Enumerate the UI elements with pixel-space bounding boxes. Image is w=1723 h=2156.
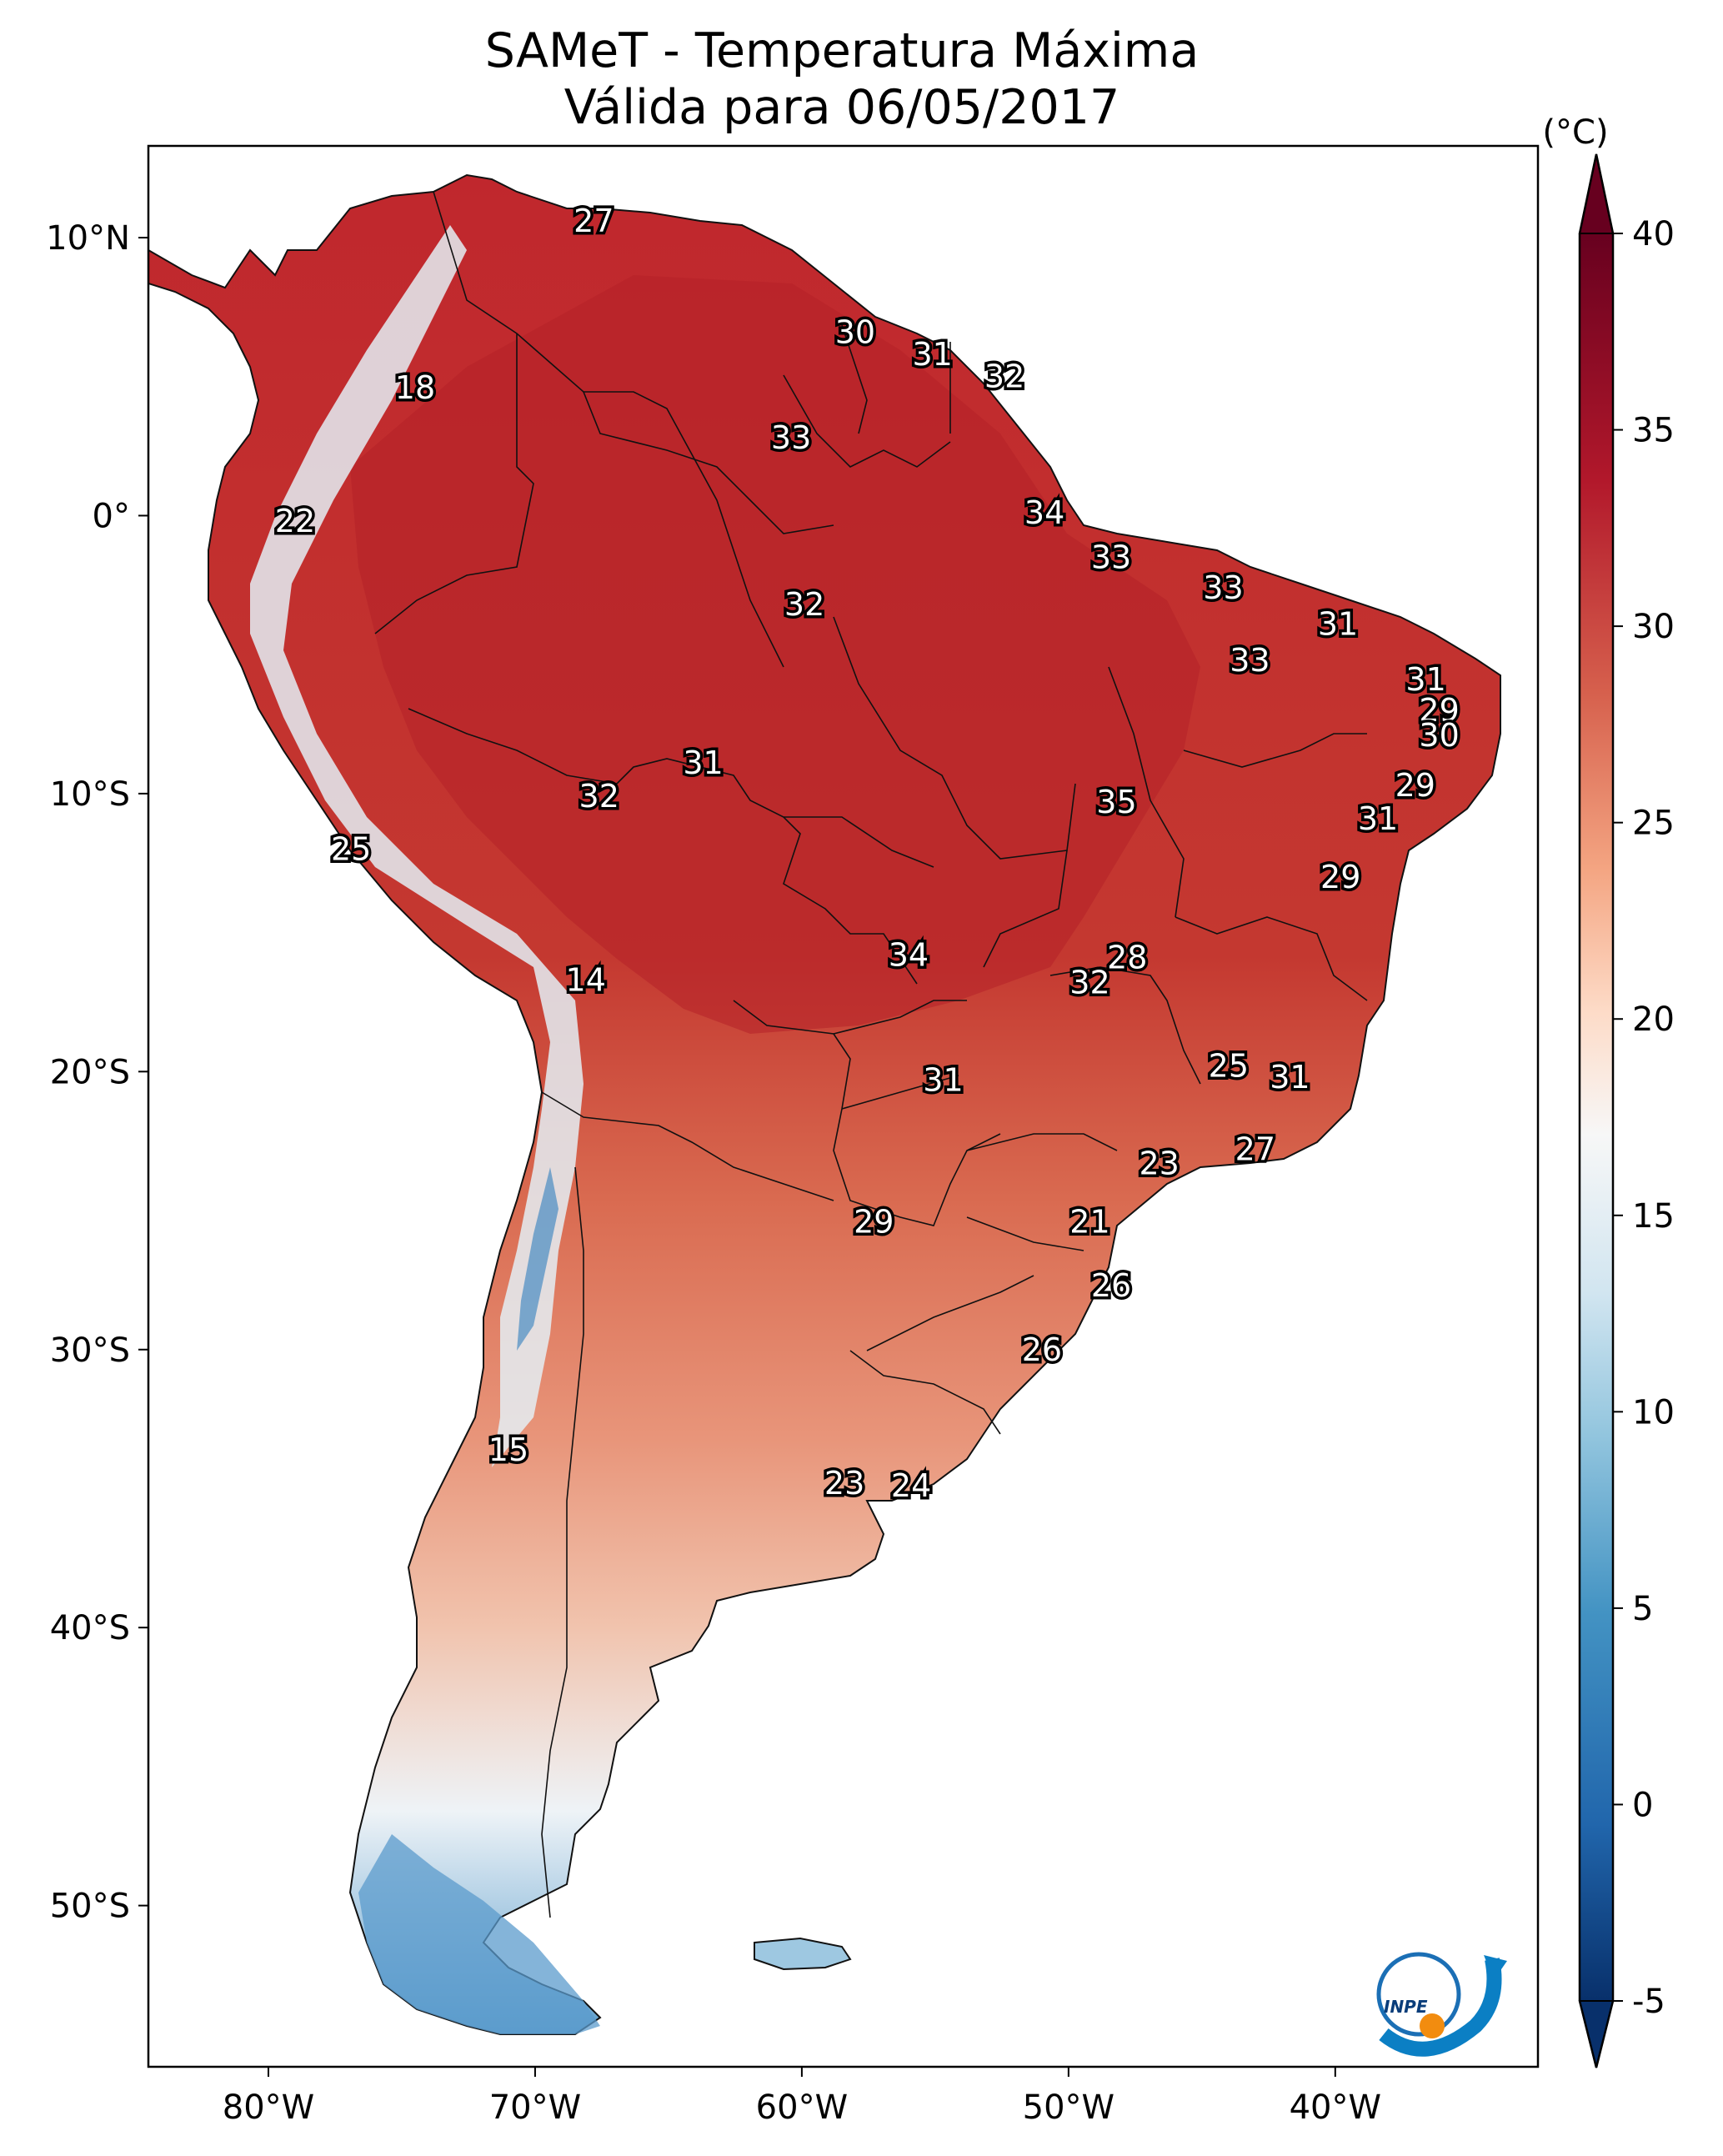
x-axis-ticks: 80°W 70°W 60°W 50°W 40°W	[223, 2067, 1381, 2127]
temperature-value-label: 28	[1107, 940, 1147, 976]
temperature-value-label: 26	[1022, 1331, 1062, 1368]
country-borders	[374, 191, 1368, 1918]
x-tick-label: 60°W	[756, 2088, 848, 2127]
temperature-value-label: 25	[1209, 1048, 1249, 1085]
colorbar-extend-top	[1578, 153, 1615, 234]
temperature-value-label: 29	[1419, 692, 1459, 729]
temperature-value-label: 23	[1139, 1145, 1179, 1181]
map-land	[148, 173, 1501, 2035]
colorbar-body	[1580, 233, 1613, 2001]
patagonia-cold-region	[358, 1834, 600, 2034]
colorbar-tick-label: 5	[1632, 1590, 1653, 1628]
temperature-value-label: 31	[1318, 605, 1358, 642]
y-tick-label: 30°S	[50, 1331, 130, 1370]
andes-peak-band	[517, 1167, 558, 1351]
x-tick-label: 50°W	[1023, 2088, 1114, 2127]
colorbar-ticks: 40 35 30 25 20 15 10 5 0 -5	[1613, 215, 1675, 2021]
x-tick-label: 40°W	[1290, 2088, 1381, 2127]
logo-ring-icon	[1376, 1952, 1461, 2037]
colorbar-tick-label: 25	[1632, 805, 1675, 843]
temperature-value-label: 29	[1320, 859, 1360, 895]
temperature-value-label: 22	[275, 503, 315, 539]
temperature-value-label: 30	[835, 313, 875, 350]
temperature-value-label: 25	[331, 831, 371, 868]
temperature-value-label: 34	[1024, 494, 1064, 531]
y-axis-ticks: 10°N 0° 10°S 20°S 30°S 40°S 50°S	[46, 219, 148, 1926]
temperature-value-label: 33	[771, 419, 811, 456]
temperature-value-label: 32	[1069, 965, 1109, 1001]
logo-sun-icon	[1420, 2013, 1445, 2038]
temperature-value-label: 31	[913, 336, 953, 373]
y-tick-label: 20°S	[50, 1053, 130, 1091]
temperature-value-label: 30	[1419, 717, 1459, 754]
y-tick-label: 0°	[93, 497, 130, 535]
colorbar-tick-label: 0	[1632, 1786, 1653, 1824]
hot-interior-region	[350, 275, 1200, 1034]
colorbar-tick-label: -5	[1632, 1983, 1665, 2021]
y-tick-label: 40°S	[50, 1609, 130, 1647]
temperature-value-label: 31	[1405, 661, 1445, 698]
temperature-value-label: 32	[984, 358, 1024, 395]
temperature-value-label: 24	[891, 1467, 931, 1504]
map-title-line2: Válida para 06/05/2017	[564, 80, 1120, 135]
temperature-value-label: 31	[1358, 800, 1398, 837]
temperature-value-label: 29	[1395, 767, 1435, 804]
colorbar-extend-bottom	[1578, 2000, 1615, 2068]
y-tick-label: 10°S	[50, 775, 130, 814]
logo-arrow-icon	[1379, 1958, 1502, 2057]
temperature-value-label: 15	[488, 1431, 528, 1468]
temperature-value-label: 33	[1230, 642, 1270, 679]
colorbar-tick-label: 40	[1632, 215, 1675, 253]
temperature-value-label: 32	[579, 778, 619, 815]
colorbar-tick-label: 10	[1632, 1393, 1675, 1431]
temperature-value-label: 31	[923, 1061, 963, 1098]
temperature-value-label: 35	[1096, 784, 1136, 820]
temperature-value-label: 32	[784, 586, 824, 623]
temperature-value-label: 14	[566, 961, 606, 998]
temperature-value-label: 27	[573, 203, 614, 239]
temperature-value-label: 34	[889, 936, 929, 973]
map-title-line1: SAMeT - Temperatura Máxima	[485, 23, 1200, 78]
colorbar-tick-label: 35	[1632, 412, 1675, 450]
colorbar-unit: (°C)	[1542, 113, 1608, 152]
temperature-value-label: 31	[1270, 1059, 1310, 1096]
temperature-value-label: 26	[1091, 1267, 1131, 1304]
y-tick-label: 50°S	[50, 1888, 130, 1926]
x-tick-label: 80°W	[223, 2088, 314, 2127]
colorbar-tick-label: 30	[1632, 608, 1675, 646]
colorbar: (°C) 40 35 30 25 20 15 10 5 0 -5	[1542, 113, 1675, 2068]
logo-arrowhead-icon	[1484, 1955, 1507, 1980]
temperature-value-label: 31	[683, 745, 723, 781]
y-tick-label: 10°N	[46, 219, 130, 258]
logo-text: INPE	[1384, 1997, 1428, 2017]
temperature-value-label: 18	[395, 369, 435, 406]
temperature-value-label: 29	[854, 1203, 894, 1240]
temperature-value-label: 27	[1235, 1131, 1275, 1168]
map-axes	[147, 144, 1540, 2068]
colorbar-tick-label: 15	[1632, 1197, 1675, 1236]
temperature-value-label: 33	[1091, 539, 1131, 575]
temperature-value-label: 33	[1203, 569, 1243, 606]
inpe-logo: INPE	[1376, 1952, 1507, 2057]
temperature-value-label: 21	[1069, 1203, 1109, 1240]
temperature-value-label: 23	[824, 1465, 864, 1502]
colorbar-tick-label: 20	[1632, 1000, 1675, 1039]
falkland-islands	[754, 1937, 852, 1971]
x-tick-label: 70°W	[489, 2088, 581, 2127]
